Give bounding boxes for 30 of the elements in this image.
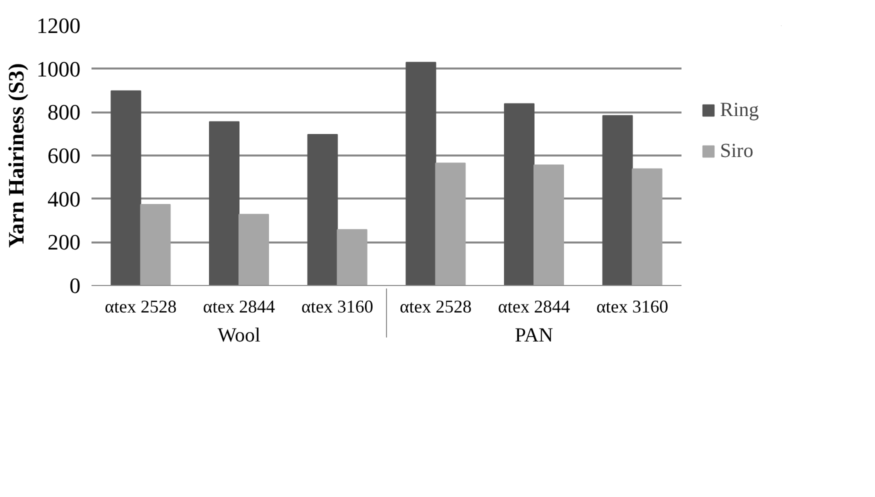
- legend-label: Ring: [720, 98, 759, 122]
- y-tick-label: 1200: [36, 13, 80, 38]
- bar: [435, 162, 466, 286]
- x-tick-label: αtex 2528: [104, 296, 177, 316]
- bar: [534, 164, 564, 286]
- legend-label: Siro: [720, 140, 754, 162]
- bar: [632, 168, 662, 286]
- bar: [504, 103, 534, 286]
- text: Wool: [218, 324, 261, 346]
- y-tick-label: 600: [48, 143, 80, 168]
- bar: [406, 62, 436, 286]
- bar: [336, 229, 368, 286]
- y-tick-label: 200: [48, 230, 80, 255]
- y-tick-label: 400: [48, 186, 80, 212]
- x-tick-label: αtex 3160: [301, 296, 374, 316]
- y-tick-label: 800: [48, 100, 80, 125]
- x-tick-label: αtex 2844: [203, 296, 275, 316]
- x-tick-label: αtex 2844: [498, 296, 570, 316]
- text: PAN: [514, 324, 554, 346]
- x-tick-label: αtex 3160: [596, 296, 668, 316]
- y-tick-label: 0: [70, 273, 80, 298]
- bar: [209, 121, 240, 286]
- bar: [602, 115, 633, 286]
- bar: [140, 204, 171, 286]
- x-tick-label: αtex 2528: [400, 296, 472, 316]
- bar: [110, 90, 142, 286]
- y-tick-label: 1000: [36, 56, 80, 82]
- bar: [307, 134, 338, 286]
- y-axis-title: Yarn Hairiness (S3): [4, 63, 28, 248]
- bar: [238, 214, 269, 286]
